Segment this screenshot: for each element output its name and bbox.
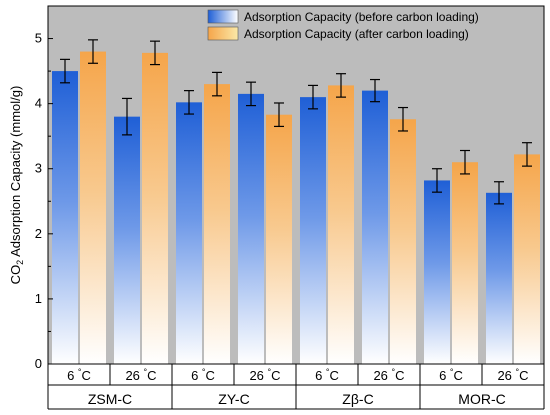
y-axis: 0 1 2 3 4 5 — [35, 31, 53, 371]
y-tick-label: 2 — [35, 226, 42, 241]
bar-before-1 — [114, 116, 140, 365]
temperature-label: 6 °C — [315, 367, 339, 383]
y-tick-label: 1 — [35, 291, 42, 306]
legend: Adsorption Capacity (before carbon loadi… — [207, 9, 479, 41]
bars-layer — [52, 51, 540, 365]
temperature-label: 26 °C — [373, 367, 404, 383]
group-label: MOR-C — [458, 391, 505, 407]
bar-before-5 — [362, 90, 388, 365]
group-label: ZSM-C — [88, 391, 132, 407]
group-label: ZY-C — [218, 391, 249, 407]
bar-after-7 — [514, 154, 540, 364]
x-axis: 6 °C 26 °C 6 °C 26 °C 6 °C 26 °C 6 °C 26 °C ZSM-… — [47, 364, 545, 410]
bar-before-3 — [238, 93, 264, 364]
temperature-label: 6 °C — [439, 367, 463, 383]
bar-before-7 — [486, 192, 512, 364]
bar-after-1 — [142, 52, 168, 365]
legend-swatch-after — [207, 26, 239, 41]
temperature-label: 6 °C — [191, 367, 215, 383]
legend-label-before: Adsorption Capacity (before carbon loadi… — [244, 10, 479, 24]
bar-before-6 — [424, 180, 450, 364]
temperature-label: 26 °C — [125, 367, 156, 383]
bar-after-5 — [390, 119, 416, 364]
y-axis-label: CO2 Adsorption Capacity (mmol/g) — [8, 86, 25, 285]
bar-before-4 — [300, 97, 326, 365]
y-tick-label: 5 — [35, 31, 42, 46]
temperature-label: 6 °C — [67, 367, 91, 383]
y-tick-label: 4 — [35, 96, 42, 111]
y-tick-label: 0 — [35, 356, 42, 371]
bar-after-6 — [452, 162, 478, 364]
subscript-2: 2 — [15, 260, 25, 265]
bar-before-2 — [176, 102, 202, 365]
legend-label-after: Adsorption Capacity (after carbon loadin… — [244, 27, 469, 41]
bar-after-0 — [80, 51, 106, 365]
temperature-label: 26 °C — [497, 367, 528, 383]
temperature-label: 26 °C — [249, 367, 280, 383]
legend-swatch-before — [207, 9, 239, 24]
bar-after-2 — [204, 84, 230, 364]
bar-before-0 — [52, 71, 78, 364]
bar-after-3 — [266, 114, 292, 365]
error-bars-layer — [60, 39, 532, 205]
group-label: Zβ-C — [342, 391, 373, 407]
y-tick-label: 3 — [35, 161, 42, 176]
bar-after-4 — [328, 85, 354, 364]
